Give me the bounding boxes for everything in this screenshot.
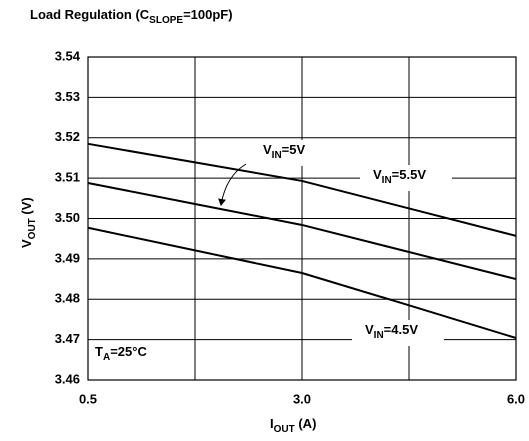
annotation-part: A [103, 352, 110, 363]
y-tick-label: 3.52 [55, 129, 80, 144]
annotation-part: V [365, 322, 374, 337]
y-axis-label-part: V [19, 239, 34, 248]
chart-title-part: Load Regulation (C [30, 7, 150, 22]
annotation: VIN=5.5V [373, 167, 426, 185]
y-tick-label: 3.53 [55, 89, 80, 104]
annotation-part: =25°C [110, 344, 147, 359]
x-tick-label: 3.0 [293, 391, 311, 406]
annotation-part: IN [374, 330, 384, 341]
annotation-part: =5.5V [392, 167, 427, 182]
data-line [87, 142, 517, 237]
data-line [87, 226, 517, 339]
annotation-part: IN [382, 175, 392, 186]
y-axis-label: VOUT (V) [19, 197, 37, 248]
y-tick-label: 3.51 [55, 170, 80, 185]
data-line [87, 181, 517, 281]
y-tick-label: 3.46 [55, 371, 80, 386]
annotation-bg [92, 342, 188, 368]
y-axis-label-part: (V) [19, 197, 34, 218]
y-tick-label: 3.49 [55, 250, 80, 265]
chart-title-part: =100pF) [183, 7, 233, 22]
annotation-part: T [95, 344, 103, 359]
annotation-part: V [263, 142, 272, 157]
annotation-part: =4.5V [384, 322, 419, 337]
x-tick-label: 6.0 [507, 391, 525, 406]
annotation-bg [360, 165, 452, 191]
y-tick-label: 3.48 [55, 291, 80, 306]
chart-title-part: SLOPE [149, 15, 183, 26]
plot-frame [87, 56, 517, 381]
annotation-bg [248, 140, 328, 166]
y-tick-label: 3.50 [55, 210, 80, 225]
annotation-bg [352, 320, 444, 346]
x-axis-label-part: (A) [295, 416, 317, 431]
annotation-arrow [218, 163, 247, 206]
y-tick-label: 3.47 [55, 331, 80, 346]
chart-title: Load Regulation (CSLOPE=100pF) [30, 7, 233, 25]
y-tick-label: 3.54 [55, 48, 81, 63]
y-axis-label-part: OUT [27, 218, 38, 239]
annotation-part: V [373, 167, 382, 182]
annotation: VIN=5V [263, 142, 305, 160]
x-axis-label: IOUT (A) [270, 416, 316, 434]
annotation-part: =5V [282, 142, 306, 157]
x-axis-label-part: I [270, 416, 274, 431]
annotation-part: IN [272, 150, 282, 161]
annotation: VIN=4.5V [365, 322, 418, 340]
x-axis-label-part: OUT [274, 424, 295, 435]
x-tick-label: 0.5 [79, 391, 97, 406]
annotation: TA=25°C [95, 344, 147, 362]
